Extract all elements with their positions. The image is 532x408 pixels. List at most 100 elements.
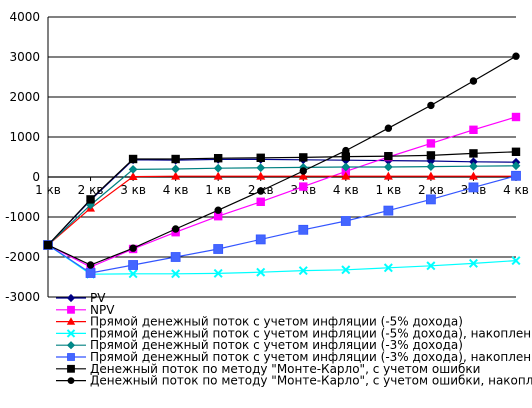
data-point xyxy=(128,154,138,164)
legend-item: Прямой денежный поток с учетом инфляции … xyxy=(56,338,463,352)
y-tick-label: -2000 xyxy=(5,250,40,264)
data-point xyxy=(511,170,521,181)
data-point xyxy=(298,171,308,180)
data-point-stroke xyxy=(298,266,308,276)
legend-label: NPV xyxy=(90,303,115,317)
data-point xyxy=(67,305,75,314)
legend-item: Денежный поток по методу "Монте-Карло", … xyxy=(56,362,480,376)
x-tick-label: 2 кв xyxy=(418,183,444,197)
data-point xyxy=(171,164,181,174)
series-2 xyxy=(43,171,521,249)
y-tick-label: 2000 xyxy=(9,90,40,104)
series-3 xyxy=(43,240,521,279)
data-point xyxy=(213,244,224,254)
legend-label: PV xyxy=(90,291,106,305)
legend-item: Прямой денежный поток с учетом инфляции … xyxy=(56,326,532,340)
data-point xyxy=(256,267,266,277)
data-point xyxy=(468,182,479,193)
data-point xyxy=(66,341,76,350)
data-point xyxy=(383,162,393,172)
legend-label: Прямой денежный поток с учетом инфляции … xyxy=(90,315,463,329)
data-point xyxy=(67,353,75,361)
data-point-stroke xyxy=(383,263,393,273)
data-point xyxy=(468,258,478,268)
data-point xyxy=(66,317,76,325)
x-tick-label: 4 кв xyxy=(503,183,529,197)
legend-item: Прямой денежный поток с учетом инфляции … xyxy=(56,315,463,329)
series-6 xyxy=(43,147,521,250)
data-point xyxy=(469,125,478,134)
data-point xyxy=(299,182,308,191)
y-tick-label: 1000 xyxy=(9,130,40,144)
data-point-stroke xyxy=(213,268,223,278)
data-point xyxy=(511,147,521,156)
data-point xyxy=(213,171,223,180)
data-point xyxy=(384,124,393,132)
data-point xyxy=(298,266,308,276)
y-tick-label: 3000 xyxy=(9,50,40,64)
data-point xyxy=(426,194,436,205)
series-7 xyxy=(44,52,520,269)
y-tick-label: -3000 xyxy=(5,290,40,304)
data-point xyxy=(426,162,436,171)
data-point xyxy=(299,167,307,175)
y-tick-label: 0 xyxy=(32,170,40,184)
data-point xyxy=(129,244,137,252)
data-point xyxy=(128,165,138,174)
legend-item: PV xyxy=(56,291,106,305)
data-point xyxy=(86,195,95,204)
data-point-stroke xyxy=(66,329,76,338)
data-point xyxy=(171,171,181,180)
data-point xyxy=(426,139,436,148)
data-point xyxy=(340,216,351,226)
data-point xyxy=(128,260,138,270)
data-point xyxy=(512,52,520,60)
series-line xyxy=(47,175,516,246)
grid-lines xyxy=(47,16,516,298)
data-point xyxy=(66,329,76,338)
data-point-stroke xyxy=(171,269,181,279)
data-point xyxy=(342,146,350,155)
y-tick-label: -1000 xyxy=(5,210,40,224)
data-point xyxy=(469,77,478,85)
series-line xyxy=(47,244,517,275)
data-point xyxy=(86,261,95,269)
data-point xyxy=(44,241,52,249)
x-tick-label: 1 кв xyxy=(375,183,401,197)
data-point xyxy=(67,364,75,373)
data-point xyxy=(128,171,138,181)
x-tick-label: 4 кв xyxy=(163,183,189,197)
data-point xyxy=(171,225,180,233)
data-point xyxy=(171,154,180,164)
data-point xyxy=(427,101,435,110)
legend-label: Прямой денежный поток с учетом инфляции … xyxy=(90,338,463,352)
series-layer xyxy=(43,52,521,279)
data-point xyxy=(256,171,266,180)
data-point xyxy=(256,163,266,173)
data-point xyxy=(511,112,521,122)
legend-label: Денежный поток по методу "Монте-Карло", … xyxy=(90,374,532,388)
y-tick-label: 4000 xyxy=(9,10,40,24)
data-point-stroke xyxy=(511,256,521,266)
data-point-stroke xyxy=(256,267,266,277)
data-point xyxy=(469,149,478,158)
data-point-stroke xyxy=(128,269,138,279)
data-point xyxy=(383,171,393,180)
legend-item: Прямой денежный поток с учетом инфляции … xyxy=(56,350,532,364)
series-line xyxy=(47,175,517,274)
data-point xyxy=(383,263,393,273)
data-point xyxy=(213,163,223,173)
data-point xyxy=(85,268,96,278)
data-point xyxy=(256,153,265,162)
data-point xyxy=(257,187,265,195)
data-point xyxy=(298,224,309,235)
data-point-stroke xyxy=(426,261,436,271)
series-line xyxy=(47,55,517,266)
data-point xyxy=(213,268,223,278)
data-point xyxy=(469,161,478,171)
data-point-stroke xyxy=(341,265,351,275)
x-tick-label: 2 кв xyxy=(78,183,104,197)
data-point xyxy=(214,206,222,214)
